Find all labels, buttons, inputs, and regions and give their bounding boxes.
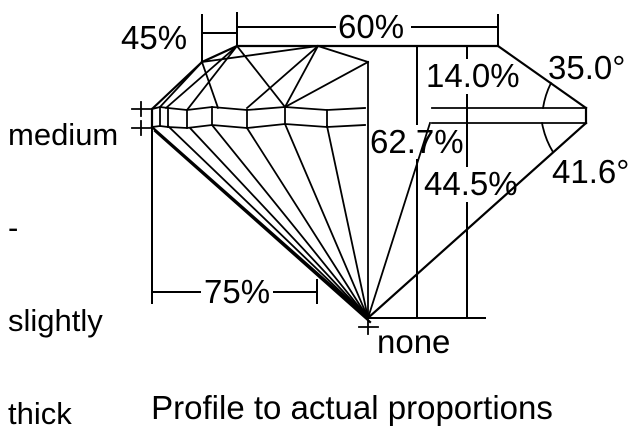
girdle-thickness-line: slightly bbox=[8, 303, 103, 338]
culet-label: none bbox=[377, 323, 451, 360]
girdle-thickness-line: thick bbox=[8, 396, 72, 430]
measurement-lines bbox=[151, 12, 499, 319]
crown-angle-label: 35.0° bbox=[548, 49, 626, 86]
lower-girdle-label: 75% bbox=[204, 273, 271, 310]
caption: Profile to actual proportions bbox=[151, 389, 553, 426]
crown-facet-lines bbox=[158, 44, 370, 319]
girdle-thickness-label: medium - slightly thick (faceted) 4.0% bbox=[8, 57, 130, 430]
girdle-tick-crosses bbox=[131, 101, 151, 136]
girdle-thickness-line: - bbox=[8, 210, 19, 245]
crown-angle-arc bbox=[541, 81, 553, 110]
pavilion-angle-arc bbox=[540, 121, 555, 154]
diamond-outline bbox=[150, 44, 588, 324]
star-length-label: 45% bbox=[121, 19, 188, 56]
culet-tick-cross bbox=[358, 319, 379, 335]
total-depth-label: 62.7% bbox=[370, 123, 464, 160]
girdle-facets bbox=[150, 106, 587, 129]
crown-height-label: 14.0% bbox=[426, 57, 520, 94]
table-size-label: 60% bbox=[338, 8, 405, 45]
pavilion-depth-label: 44.5% bbox=[424, 165, 518, 202]
pavilion-facet-lines bbox=[166, 121, 432, 320]
pavilion-angle-label: 41.6° bbox=[552, 153, 630, 190]
girdle-thickness-line: medium bbox=[8, 117, 119, 152]
